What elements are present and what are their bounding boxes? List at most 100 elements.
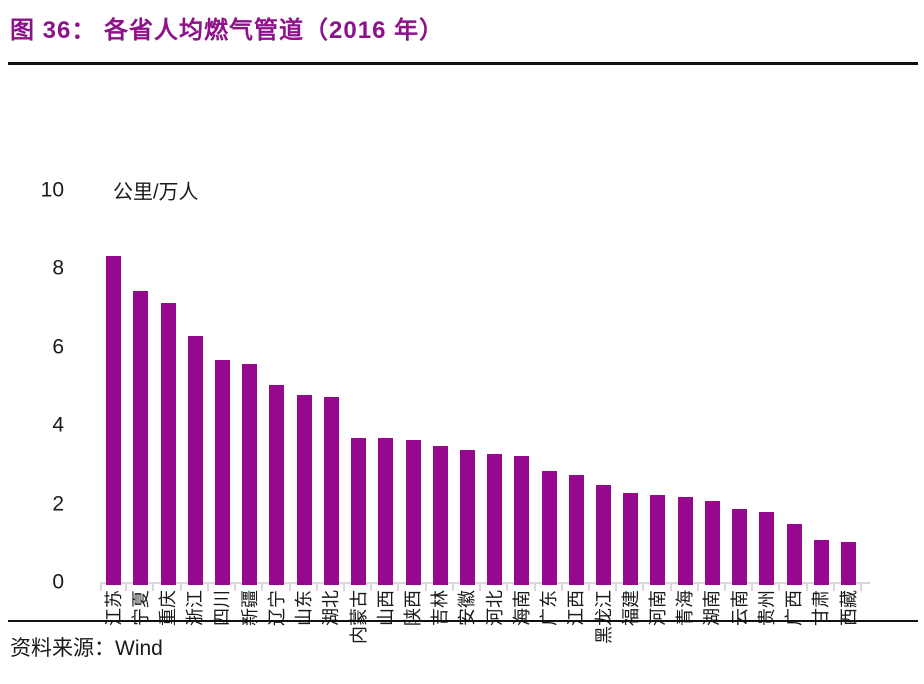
- axis-tick: [860, 584, 863, 591]
- axis-tick: [424, 584, 427, 591]
- y-axis-label: 4: [52, 413, 64, 437]
- source-line: 资料来源：Wind: [10, 632, 163, 662]
- bar: [160, 302, 176, 585]
- bar-slot: 重庆: [154, 190, 182, 626]
- header-divider: [8, 62, 918, 65]
- bar-slot: 黑龙江: [590, 190, 618, 644]
- bar: [514, 455, 530, 585]
- bar: [459, 449, 475, 585]
- bar-slot: 湖南: [699, 190, 727, 626]
- axis-tick: [832, 584, 835, 591]
- axis-tick: [370, 584, 373, 591]
- bar: [351, 438, 367, 585]
- axis-tick: [506, 584, 509, 591]
- bar: [296, 394, 312, 585]
- y-axis-label: 6: [52, 335, 64, 359]
- bar-slot: 江西: [563, 190, 590, 626]
- axis-tick: [642, 584, 645, 591]
- bar: [541, 471, 557, 585]
- bar-slot: 宁夏: [127, 190, 155, 626]
- bar-slot: 广东: [536, 190, 563, 626]
- bar-slot: 浙江: [182, 190, 209, 626]
- bar-slot: 山东: [291, 190, 318, 626]
- bar-slot: 贵州: [753, 190, 781, 626]
- bar: [378, 438, 394, 585]
- source-value: Wind: [115, 637, 163, 660]
- bar-slot: 福建: [617, 190, 645, 626]
- bar: [841, 541, 857, 585]
- axis-tick: [615, 584, 618, 591]
- axis-tick: [125, 584, 128, 591]
- bar-slot: 山西: [372, 190, 400, 626]
- bar-slot: 新疆: [236, 190, 264, 626]
- bar-slot: 云南: [726, 190, 754, 626]
- bar-slot: 西藏: [835, 190, 863, 626]
- axis-tick: [724, 584, 727, 591]
- bar: [677, 496, 693, 585]
- bar-slot: 内蒙古: [345, 190, 373, 644]
- axis-tick: [669, 584, 672, 591]
- bar: [623, 492, 639, 585]
- footer-divider: [8, 620, 918, 622]
- axis-tick: [206, 584, 209, 591]
- bar-slot: 青海: [672, 190, 699, 626]
- axis-tick: [315, 584, 318, 591]
- plot-bars: 江苏 宁夏 重庆 浙江 四川 新疆 辽宁 山东 湖北 内蒙古 山西 陕西 吉林 安徽 河北 海南 广东 江西 黑龙江…: [100, 190, 863, 644]
- y-axis-unit-label: 公里/万人: [113, 181, 199, 204]
- axis-tick: [805, 584, 808, 591]
- axis-tick: [479, 584, 482, 591]
- bar: [269, 385, 285, 585]
- axis-tick: [451, 584, 454, 591]
- axis-tick: [533, 584, 536, 591]
- bar-slot: 陕西: [399, 190, 427, 626]
- bar: [133, 291, 149, 585]
- axis-tick: [152, 584, 155, 591]
- bar-slot: 辽宁: [263, 190, 291, 626]
- y-axis-labels: 0 2 4 6 8 10: [0, 180, 64, 593]
- bar: [487, 453, 503, 585]
- bar-slot: 吉林: [427, 190, 454, 626]
- bar: [214, 359, 230, 585]
- bar: [650, 494, 666, 585]
- bar: [759, 512, 775, 585]
- bar: [106, 255, 122, 585]
- axis-tick: [397, 584, 400, 591]
- bar: [323, 396, 339, 585]
- axis-tick: [587, 584, 590, 591]
- bar-slot: 甘肃: [808, 190, 835, 626]
- axis-tick: [179, 584, 182, 591]
- plot-area: 江苏 宁夏 重庆 浙江 四川 新疆 辽宁 山东 湖北 内蒙古 山西 陕西 吉林 安徽 河北 海南 广东 江西 黑龙江…: [100, 190, 870, 644]
- x-axis-label: 内蒙古: [348, 590, 369, 644]
- axis-tick: [696, 584, 699, 591]
- bar: [813, 539, 829, 585]
- axis-tick: [778, 584, 781, 591]
- x-axis-line: [100, 582, 870, 584]
- axis-tick: [342, 584, 345, 591]
- bar-slot: 河南: [644, 190, 672, 626]
- bar: [242, 363, 258, 585]
- bar: [568, 475, 584, 585]
- y-axis-label: 8: [52, 256, 64, 280]
- y-axis-label: 2: [52, 492, 64, 516]
- bar-slot: 海南: [508, 190, 536, 626]
- bar: [405, 439, 421, 585]
- bar-slot: 河北: [481, 190, 509, 626]
- bar: [786, 524, 802, 585]
- bar-slot: 湖北: [318, 190, 345, 626]
- bar: [187, 336, 203, 585]
- axis-tick: [560, 584, 563, 591]
- bar: [596, 485, 612, 585]
- bar-slot: 安徽: [454, 190, 482, 626]
- y-axis-label: 0: [52, 570, 64, 594]
- source-label: 资料来源：: [10, 636, 115, 660]
- bar: [704, 500, 720, 585]
- axis-tick: [100, 584, 102, 591]
- figure-title: 图 36： 各省人均燃气管道（2016 年）: [10, 17, 445, 44]
- bar: [732, 508, 748, 585]
- bar-slot: 江苏: [100, 190, 128, 626]
- axis-tick: [234, 584, 237, 591]
- bar: [432, 445, 448, 585]
- bar-slot: 四川: [209, 190, 237, 626]
- axis-tick: [288, 584, 291, 591]
- axis-tick: [751, 584, 754, 591]
